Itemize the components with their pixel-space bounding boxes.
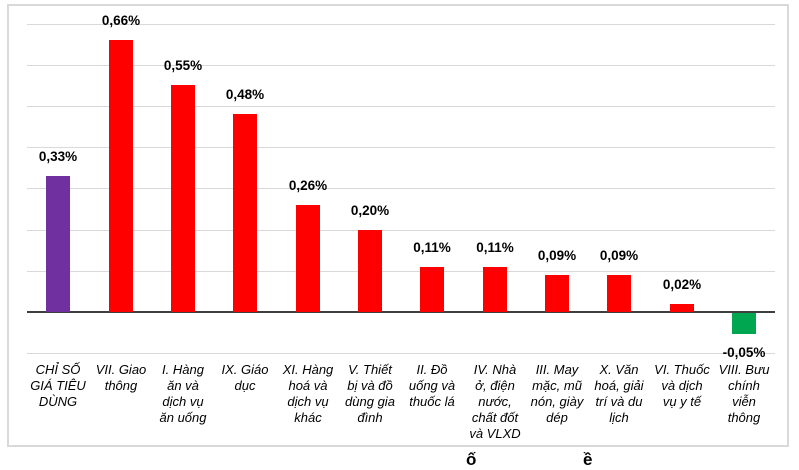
bar-category-7 (483, 267, 507, 312)
category-label-0: CHỈ SỐ GIÁ TIÊU DÙNG (30, 362, 86, 409)
x-axis-line (27, 311, 775, 313)
gridline (27, 65, 775, 66)
value-label-0: 0,33% (38, 149, 78, 164)
gridline (27, 230, 775, 231)
category-label-6: II. Đồ uống và thuốc lá (408, 362, 456, 409)
bar-category-10 (670, 304, 694, 312)
cropped-caption-glyph-left: ố (466, 450, 477, 469)
category-label-9: X. Văn hoá, giải trí và du lịch (594, 362, 644, 425)
category-label-2: I. Hàng ăn và dịch vụ ăn uống (159, 362, 207, 425)
category-label-10: VI. Thuốc và dịch vụ y tế (654, 362, 710, 409)
category-label-4: XI. Hàng hoá và dịch vụ khác (282, 362, 334, 425)
bar-category-11 (732, 313, 756, 334)
gridline (27, 147, 775, 148)
value-label-1: 0,66% (101, 13, 141, 28)
chart-frame (7, 4, 789, 447)
category-label-8: III. May mặc, mũ nón, giày dép (530, 362, 584, 425)
gridline (27, 106, 775, 107)
bar-category-6 (420, 267, 444, 312)
value-label-2: 0,55% (163, 58, 203, 73)
gridline (27, 24, 775, 25)
value-label-11: -0,05% (722, 345, 766, 360)
cropped-caption-glyph-right: ề (583, 450, 593, 469)
value-label-10: 0,02% (662, 277, 702, 292)
bar-category-3 (233, 114, 257, 312)
value-label-7: 0,11% (476, 240, 514, 255)
value-label-5: 0,20% (350, 203, 390, 218)
category-label-5: V. Thiết bị và đồ dùng gia đình (345, 362, 395, 425)
value-label-8: 0,09% (537, 248, 577, 263)
bar-category-4 (296, 205, 320, 312)
bar-category-0 (46, 176, 70, 312)
gridline (27, 353, 775, 354)
value-label-3: 0,48% (225, 87, 265, 102)
category-label-1: VII. Giao thông (95, 362, 147, 393)
bar-category-2 (171, 85, 195, 312)
gridline (27, 271, 775, 272)
bar-category-1 (109, 40, 133, 312)
value-label-9: 0,09% (599, 248, 639, 263)
bar-category-5 (358, 230, 382, 312)
value-label-4: 0,26% (288, 178, 328, 193)
category-label-7: IV. Nhà ở, điện nước, chất đốt và VLXD (469, 362, 521, 441)
bar-category-9 (607, 275, 631, 312)
value-label-6: 0,11% (413, 240, 451, 255)
category-label-11: VIII. Bưu chính viễn thông (718, 362, 770, 425)
gridline (27, 188, 775, 189)
category-label-3: IX. Giáo dục (221, 362, 269, 393)
bar-category-8 (545, 275, 569, 312)
plot-area: 0,33% CHỈ SỐ GIÁ TIÊU DÙNG 0,66% VII. Giao … (27, 13, 775, 441)
